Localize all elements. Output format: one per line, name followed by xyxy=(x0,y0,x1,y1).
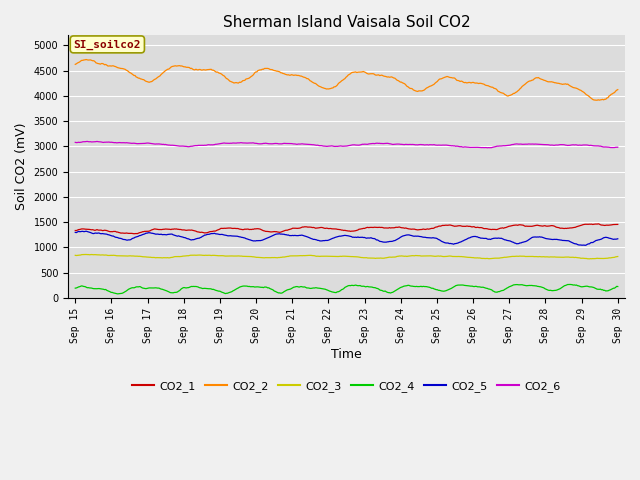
CO2_2 xyxy=(593,97,601,103)
CO2_6 xyxy=(603,144,611,150)
CO2_6 xyxy=(330,144,338,149)
CO2_6 xyxy=(518,142,526,147)
CO2_3 xyxy=(330,253,338,259)
CO2_1 xyxy=(130,231,138,237)
CO2_2 xyxy=(83,57,90,62)
CO2_2 xyxy=(396,78,403,84)
CO2_5 xyxy=(517,240,525,246)
CO2_2 xyxy=(517,85,525,91)
Line: CO2_4: CO2_4 xyxy=(76,285,618,294)
CO2_4 xyxy=(517,282,525,288)
CO2_4 xyxy=(333,289,341,295)
CO2_1 xyxy=(366,225,374,230)
Y-axis label: Soil CO2 (mV): Soil CO2 (mV) xyxy=(15,123,28,210)
CO2_4 xyxy=(72,285,79,291)
CO2_4 xyxy=(566,282,574,288)
CO2_5 xyxy=(72,229,79,235)
CO2_5 xyxy=(396,235,403,241)
CO2_5 xyxy=(581,242,589,248)
CO2_6 xyxy=(72,140,79,145)
CO2_6 xyxy=(83,139,91,144)
CO2_3 xyxy=(72,252,79,258)
CO2_3 xyxy=(80,252,88,257)
CO2_4 xyxy=(396,286,403,291)
CO2_4 xyxy=(114,291,122,297)
CO2_6 xyxy=(333,144,341,149)
Title: Sherman Island Vaisala Soil CO2: Sherman Island Vaisala Soil CO2 xyxy=(223,15,470,30)
CO2_1 xyxy=(330,226,338,232)
CO2_3 xyxy=(366,255,374,261)
Text: SI_soilco2: SI_soilco2 xyxy=(74,39,141,49)
Line: CO2_2: CO2_2 xyxy=(76,60,618,100)
CO2_3 xyxy=(333,253,341,259)
CO2_1 xyxy=(517,222,525,228)
Line: CO2_3: CO2_3 xyxy=(76,254,618,259)
CO2_6 xyxy=(366,141,374,147)
CO2_2 xyxy=(72,61,79,67)
CO2_4 xyxy=(614,284,621,289)
CO2_1 xyxy=(333,227,341,232)
CO2_1 xyxy=(72,228,79,233)
Legend: CO2_1, CO2_2, CO2_3, CO2_4, CO2_5, CO2_6: CO2_1, CO2_2, CO2_3, CO2_4, CO2_5, CO2_6 xyxy=(127,377,565,396)
CO2_4 xyxy=(330,289,338,295)
CO2_5 xyxy=(330,235,338,241)
CO2_2 xyxy=(333,82,341,88)
CO2_6 xyxy=(614,144,621,150)
CO2_1 xyxy=(595,221,602,227)
CO2_1 xyxy=(603,222,611,228)
CO2_5 xyxy=(366,235,374,241)
CO2_1 xyxy=(396,224,403,230)
CO2_5 xyxy=(603,235,611,240)
CO2_5 xyxy=(83,228,90,234)
CO2_5 xyxy=(333,234,341,240)
CO2_1 xyxy=(614,221,621,227)
Line: CO2_1: CO2_1 xyxy=(76,224,618,234)
CO2_6 xyxy=(483,145,491,151)
CO2_5 xyxy=(614,236,621,241)
Line: CO2_6: CO2_6 xyxy=(76,142,618,148)
CO2_2 xyxy=(614,87,621,93)
CO2_2 xyxy=(603,95,611,101)
CO2_3 xyxy=(517,253,525,259)
CO2_3 xyxy=(396,253,403,259)
CO2_2 xyxy=(366,71,374,77)
CO2_4 xyxy=(603,288,611,294)
CO2_4 xyxy=(366,284,374,290)
CO2_3 xyxy=(614,253,621,259)
Line: CO2_5: CO2_5 xyxy=(76,231,618,245)
X-axis label: Time: Time xyxy=(331,348,362,361)
CO2_3 xyxy=(586,256,593,262)
CO2_3 xyxy=(603,255,611,261)
CO2_6 xyxy=(396,141,403,147)
CO2_2 xyxy=(330,84,338,90)
